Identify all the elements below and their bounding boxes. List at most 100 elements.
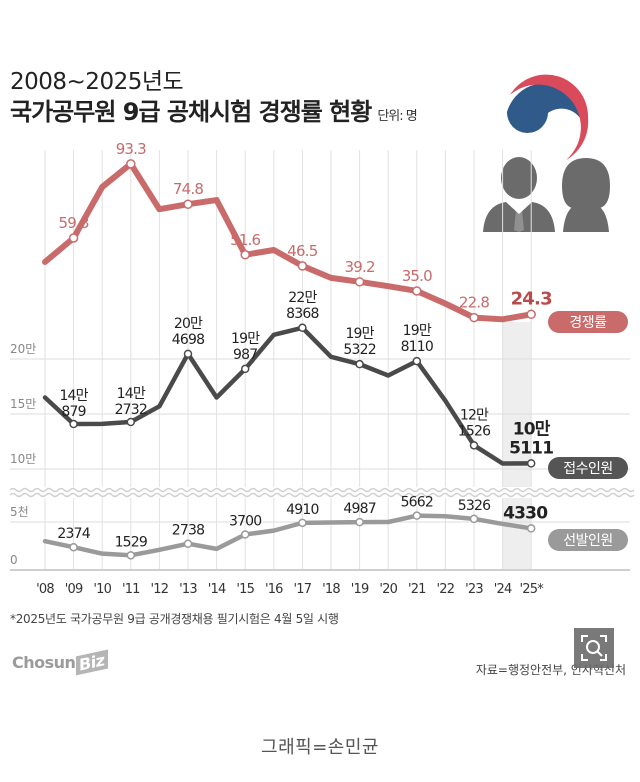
government-emblem-icon	[506, 74, 589, 160]
selected-value-label: 3700	[229, 513, 261, 529]
applicants-value-label-bottom: 5111	[509, 438, 553, 458]
x-tick-label: '20	[379, 582, 397, 597]
chart-title: 국가공무원 9급 공채시험 경쟁률 현황 단위: 명	[10, 92, 418, 127]
selected-value-label: 5326	[458, 498, 491, 514]
axis-break-line	[9, 492, 635, 498]
applicants-value-label-bottom: 1526	[458, 423, 491, 439]
unit-label: 단위: 명	[377, 109, 417, 124]
applicants-point	[298, 323, 307, 333]
applicants-point	[412, 356, 422, 366]
applicants-line	[42, 325, 534, 466]
selected-point	[298, 518, 307, 528]
selected-point	[412, 511, 422, 520]
x-tick-label: '25*	[519, 582, 544, 597]
applicants-legend-pill	[548, 457, 628, 479]
applicants-value-label-top: 10만	[513, 419, 551, 439]
x-tick-label: '09	[65, 582, 83, 597]
y-tick-label: 10만	[10, 452, 36, 466]
applicants-point	[126, 417, 136, 427]
applicants-value-label-top: 12만	[460, 407, 489, 423]
competition-value-label: 39.2	[344, 258, 374, 276]
competition-value-label: 46.5	[287, 242, 317, 260]
selected-point	[69, 542, 78, 552]
x-tick-label: '13	[179, 582, 197, 597]
competition-point	[68, 233, 79, 243]
applicants-point	[69, 419, 78, 429]
applicants-legend-label: 접수인원	[563, 461, 613, 477]
selected-legend-label: 선발인원	[563, 533, 613, 549]
competition-value-label: 51.6	[230, 231, 260, 249]
competition-value-label: 74.8	[173, 180, 203, 198]
competition-point	[297, 261, 308, 271]
selected-point	[355, 517, 364, 527]
woman-icon	[562, 158, 610, 232]
x-tick-label: '16	[265, 582, 283, 597]
x-tick-label: '18	[322, 582, 340, 597]
competition-value-label: 35.0	[402, 267, 432, 285]
people-icon	[483, 157, 610, 232]
competition-legend-label: 경쟁률	[569, 315, 607, 331]
applicants-point	[240, 364, 250, 374]
selected-point	[126, 551, 136, 560]
competition-point	[469, 312, 479, 323]
x-tick-label: '22	[437, 582, 455, 597]
zoom-search-icon	[581, 635, 607, 661]
applicants-value-label-top: 14만	[117, 386, 146, 402]
x-tick-label: '11	[122, 582, 140, 597]
y-tick-label: 5천	[10, 504, 29, 519]
applicants-value-label-top: 19만	[403, 323, 432, 339]
applicants-value-label-bottom: 987	[233, 347, 257, 363]
x-tick-label: '12	[151, 582, 169, 597]
applicants-value-label-top: 14만	[59, 388, 88, 404]
x-tick-label: '14	[208, 582, 226, 597]
x-tick-label: '23	[465, 582, 483, 597]
applicants-point	[355, 359, 364, 369]
applicants-value-label-top: 20만	[174, 316, 203, 332]
selected-point	[240, 530, 250, 539]
selected-value-label: 4987	[343, 501, 375, 517]
competition-legend-pill	[548, 311, 628, 333]
competition-value-label: 59.3	[58, 214, 88, 232]
logo-sub: Biz	[76, 649, 108, 676]
footnote: *2025년도 국가공무원 9급 공개경쟁채용 필기시험은 4월 5일 시행	[10, 612, 339, 626]
applicants-point	[526, 459, 536, 468]
applicants-point	[469, 441, 479, 450]
x-tick-label: '10	[93, 582, 111, 597]
selected-point	[183, 539, 193, 548]
chosunbiz-logo: Chosun Biz	[12, 649, 108, 676]
selected-point	[469, 514, 479, 524]
applicants-value-label-bottom: 8110	[401, 339, 433, 355]
applicants-value-label-top: 22만	[288, 290, 317, 306]
selected-value-label: 2738	[172, 523, 204, 539]
applicants-value-label-bottom: 879	[61, 404, 85, 420]
competition-point	[412, 286, 422, 296]
competition-value-label: 93.3	[116, 140, 146, 158]
selected-value-label: 2374	[57, 526, 90, 542]
x-tick-label: '08	[36, 582, 54, 597]
selected-value-label: 4910	[286, 502, 318, 518]
x-tick-label: '15	[236, 582, 254, 597]
selected-point	[526, 524, 536, 533]
axis-break-band	[10, 487, 630, 498]
competition-value-label: 22.8	[459, 294, 489, 312]
chart-title-years: 2008~2025년도	[10, 69, 184, 95]
applicants-value-label-bottom: 5322	[343, 342, 375, 358]
applicants-value-label-bottom: 4698	[172, 332, 204, 348]
zoom-image-button[interactable]	[574, 628, 614, 668]
applicants-value-label-bottom: 2732	[115, 402, 147, 418]
competition-point	[126, 159, 136, 169]
competition-point	[526, 309, 536, 320]
selected-line	[42, 513, 534, 558]
y-tick-label: 20만	[10, 342, 36, 356]
competition-value-label: 24.3	[511, 288, 552, 309]
y-tick-label: 0	[10, 553, 18, 567]
competition-point	[240, 250, 250, 260]
chart-title-main: 국가공무원 9급 공채시험 경쟁률 현황	[10, 98, 372, 126]
logo-main: Chosun	[12, 653, 76, 672]
applicants-value-label-top: 19만	[345, 326, 374, 342]
x-tick-label: '19	[351, 582, 369, 597]
man-icon	[483, 157, 555, 232]
x-tick-label: '17	[294, 582, 312, 597]
selected-value-label: 4330	[503, 503, 548, 523]
